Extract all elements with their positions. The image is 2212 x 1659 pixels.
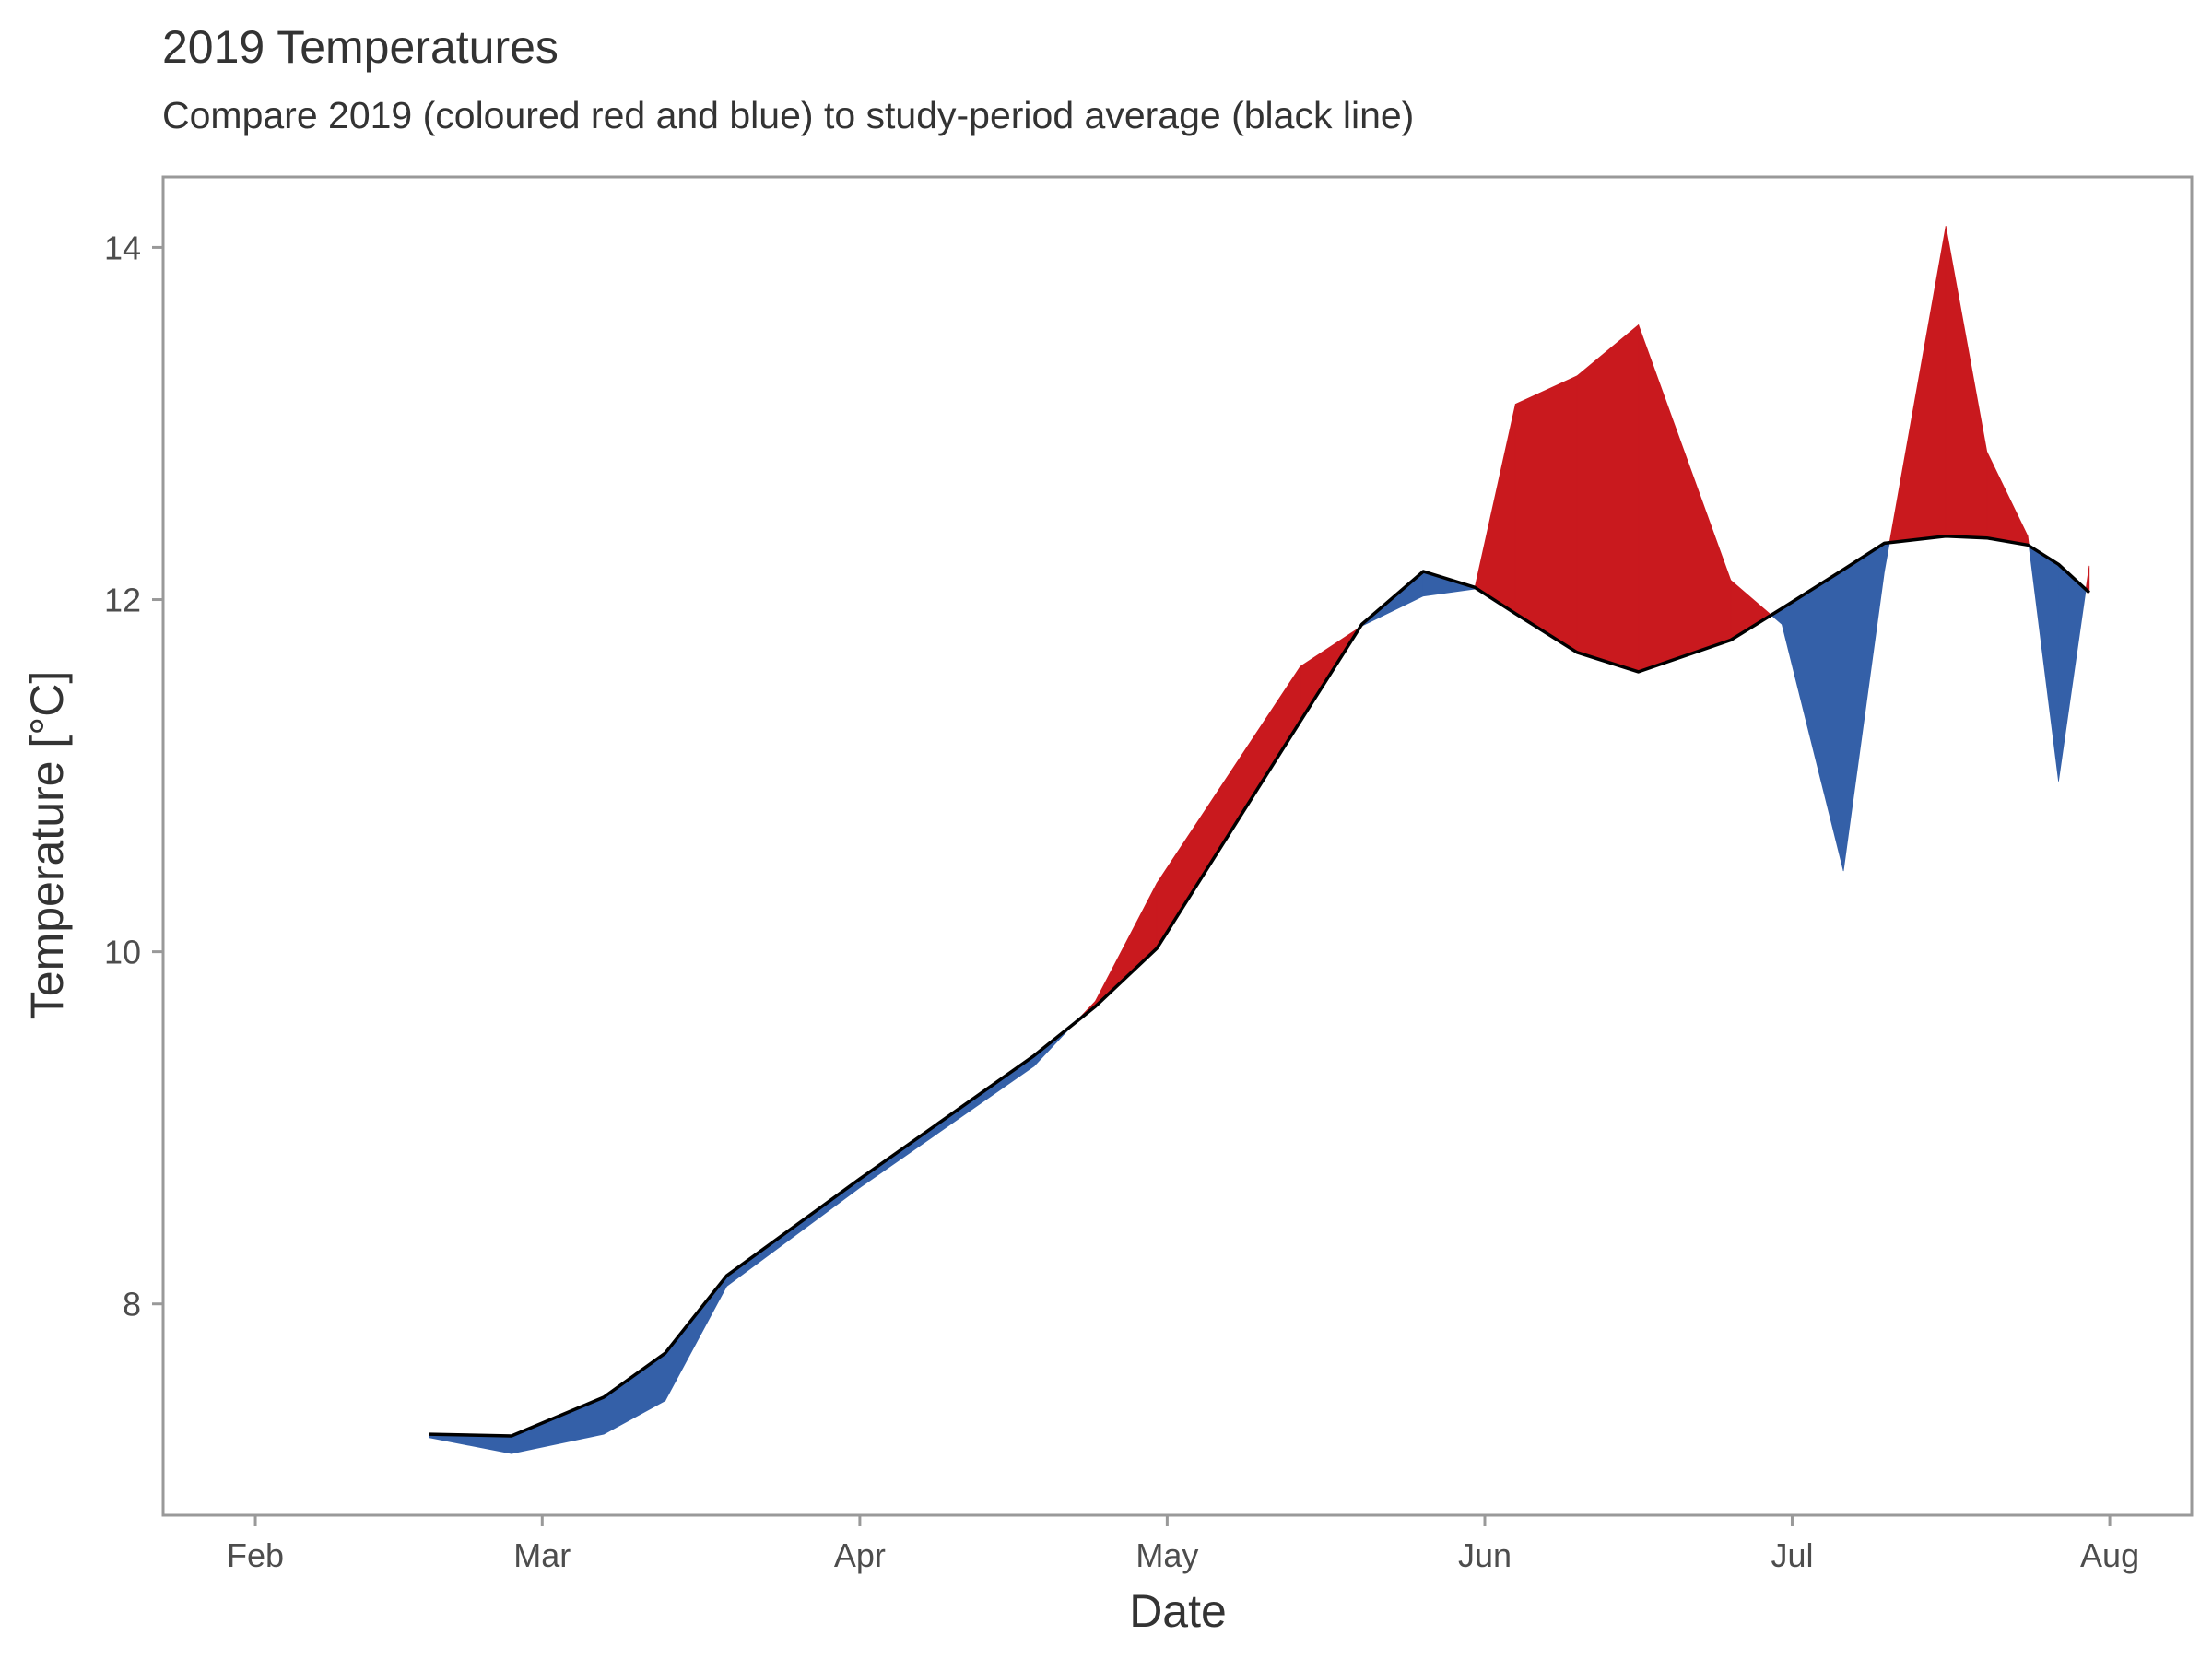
y-tick-label: 8 xyxy=(123,1286,141,1324)
above-average-area xyxy=(1514,375,1578,653)
below-average-area xyxy=(2058,563,2087,782)
above-average-area xyxy=(1474,404,1516,615)
x-tick-label: Jul xyxy=(1771,1536,1813,1574)
y-tick-label: 12 xyxy=(104,582,141,619)
x-axis-title: Date xyxy=(1129,1585,1227,1637)
chart-subtitle: Compare 2019 (coloured red and blue) to … xyxy=(162,94,1415,136)
below-average-area xyxy=(1782,569,1844,872)
chart-title: 2019 Temperatures xyxy=(162,21,559,73)
x-axis: Feb Mar Apr May Jun Jul Aug xyxy=(227,1515,2139,1574)
above-average-area xyxy=(1156,665,1301,949)
y-axis-title: Temperature [°C] xyxy=(21,671,73,1019)
above-average-area xyxy=(1730,580,1772,641)
above-average-area xyxy=(1095,882,1158,1007)
y-tick-label: 10 xyxy=(104,934,141,971)
x-tick-label: Apr xyxy=(834,1536,886,1574)
above-average-area xyxy=(1576,324,1640,673)
x-tick-label: May xyxy=(1135,1536,1198,1574)
y-axis: 8 10 12 14 xyxy=(104,229,163,1324)
above-average-area xyxy=(1945,226,1988,539)
above-average-area xyxy=(1638,324,1732,673)
x-tick-label: Mar xyxy=(513,1536,571,1574)
y-tick-label: 14 xyxy=(104,229,141,266)
plot-frame xyxy=(161,175,2194,1517)
x-tick-label: Feb xyxy=(227,1536,284,1574)
x-tick-label: Jun xyxy=(1458,1536,1512,1574)
below-average-area xyxy=(603,1352,666,1435)
below-average-area xyxy=(1884,542,1890,572)
average-line xyxy=(429,534,2090,1438)
x-tick-label: Aug xyxy=(2080,1536,2139,1574)
above-average-area xyxy=(1986,451,2029,546)
difference-fill-layer xyxy=(429,226,2090,1454)
above-average-area xyxy=(1888,226,1947,544)
below-average-area xyxy=(665,1275,727,1402)
below-average-area xyxy=(1842,543,1885,872)
below-average-area xyxy=(511,1396,605,1454)
average-line-layer xyxy=(429,534,2090,1438)
below-average-area xyxy=(2028,545,2059,782)
